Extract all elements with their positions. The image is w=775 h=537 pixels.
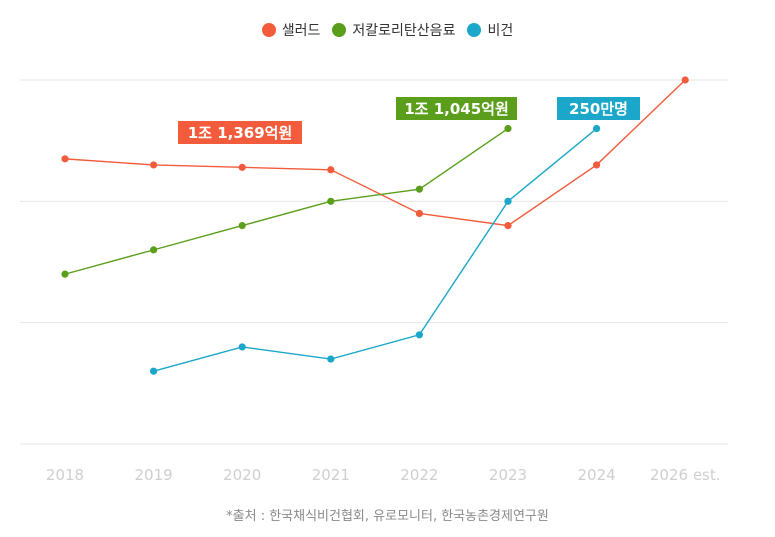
series-1-point-2: [238, 222, 246, 230]
legend-dot-salad: [261, 23, 276, 37]
legend-item-salad: 샐러드: [261, 20, 321, 40]
series-1-point-5: [504, 124, 512, 133]
series-1-point-3: [327, 197, 335, 205]
x-tick-label-2: 2020: [223, 466, 261, 484]
legend-dot-low-calorie-soda: [332, 23, 347, 37]
series-0-point-5: [504, 222, 512, 230]
x-tick-label-0: 2018: [46, 466, 84, 484]
x-tick-label-7: 2026 est.: [650, 466, 721, 484]
callout-box-2: [557, 97, 640, 120]
series-2-point-5: [504, 197, 512, 205]
series-0-point-2: [238, 163, 246, 171]
legend: 샐러드 저칼로리탄산음료 비건: [0, 20, 775, 40]
x-tick-label-5: 2023: [489, 466, 527, 484]
legend-dot-vegan: [467, 23, 482, 37]
series-line-2: [153, 127, 598, 372]
series-0-point-6: [593, 161, 601, 169]
series-2-point-6: [593, 124, 601, 133]
legend-label-low-calorie-soda: 저칼로리탄산음료: [352, 23, 456, 39]
source-note: *출처 : 한국채식비건협회, 유로모니터, 한국농촌경제연구원: [226, 509, 549, 524]
series-line-0: [64, 79, 686, 227]
series-0-point-4: [415, 209, 423, 218]
series-0-point-7: [681, 76, 689, 84]
callout-label-2: 250만명: [569, 100, 628, 118]
x-tick-label-1: 2019: [135, 466, 173, 484]
legend-item-vegan: 비건: [467, 20, 513, 40]
series-1-point-1: [150, 246, 158, 254]
callout-label-0: 1조 1,369억원: [188, 124, 293, 142]
legend-label-salad: 샐러드: [281, 23, 321, 39]
series-0-point-1: [150, 161, 158, 169]
x-tick-label-6: 2024: [578, 466, 616, 484]
callout-box-0: [178, 121, 302, 144]
series-2-point-3: [327, 355, 335, 363]
series-2-point-2: [238, 343, 246, 351]
x-tick-label-4: 2022: [400, 466, 438, 484]
series-0-point-0: [61, 155, 69, 163]
series-2-point-4: [415, 331, 423, 339]
series-line-1: [64, 127, 509, 275]
x-tick-label-3: 2021: [312, 466, 350, 484]
callout-label-1: 1조 1,045억원: [404, 100, 509, 118]
legend-item-low-calorie-soda: 저칼로리탄산음료: [332, 20, 455, 40]
series-1-point-4: [415, 185, 423, 193]
series-0-point-3: [327, 166, 335, 174]
series-1-point-0: [61, 270, 69, 278]
callout-box-1: [396, 97, 517, 120]
legend-label-vegan: 비건: [487, 23, 514, 39]
series-2-point-1: [150, 367, 158, 375]
